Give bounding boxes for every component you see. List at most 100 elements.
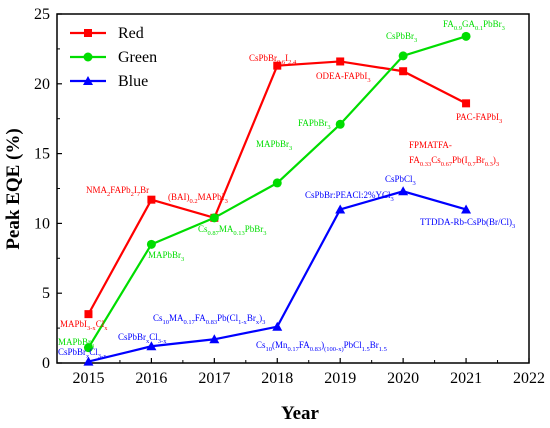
data-point-blue [335,204,346,214]
data-point-blue [83,356,94,366]
legend-label: Blue [118,73,148,90]
annotation-layer: MAPbI3-xClxNMA2FAPb2I7Br(BAI)0.2MAPbI3Cs… [58,19,515,360]
annotation-part: 0.2 [190,198,198,205]
annotation-part: MAPbBr [256,139,289,149]
annotation-label: TTDDA-Rb-CsPb(Br/Cl)3 [420,217,515,230]
annotation-label: MAPbBr3 [148,250,184,263]
annotation-label: CsPbBr3 [386,31,417,44]
annotation-part: 7 [137,191,141,198]
annotation-part: MA [169,313,184,323]
annotation-part: 3 [289,145,292,152]
data-point-red [147,195,156,204]
annotation-part: I [285,53,288,63]
annotation-part: 3 [496,161,499,168]
annotation-part: FA [409,155,420,165]
annotation-part: x [86,353,90,360]
annotation-part: 3 [367,77,370,84]
annotation-label: CsPbBr:PEACl:2%YCl3 [305,190,394,203]
annotation-part: 2 [131,191,134,198]
data-point-green [83,343,93,353]
annotation-part: PbBr [245,224,264,234]
data-point-green [335,119,345,129]
annotation-part: Br [370,340,379,350]
data-point-red [273,61,282,70]
annotation-part: Cl [96,319,105,329]
annotation-part: 0.67 [441,161,453,168]
annotation-label: Cs10(Mn0.17FA0.83)(100-x)PbCl1.5Br1.5 [256,340,387,353]
x-tick-label: 2022 [513,370,545,387]
x-tick-label: 2018 [261,370,293,387]
annotation-label: CsPbBr0.6I2.4 [249,53,297,66]
annotation-part: Cs [153,313,163,323]
annotation-part: 3 [327,124,330,131]
legend-label: Green [118,49,157,66]
annotation-part: MAPbBr [148,250,181,260]
annotation-part: 2.4 [288,59,297,66]
annotation-part: 3 [391,196,394,203]
annotation-part: ODEA-FAPbI [316,71,367,81]
annotation-part: PbBr [483,19,502,29]
annotation-part: 3 [512,223,515,230]
legend-marker [84,29,92,37]
annotation-part: 0.6 [277,59,286,66]
annotation-part: 0.33 [420,161,431,168]
legend-marker [83,76,93,85]
annotation-part: 3 [225,198,228,205]
x-tick-label: 2021 [450,370,482,387]
data-point-green [272,178,282,188]
annotation-part: ) [259,313,262,323]
annotation-part: 3 [499,118,502,125]
annotation-part: CsPbBr [386,31,414,41]
data-point-red [399,67,408,76]
annotation-part: FA [443,19,454,29]
series-green [83,31,471,353]
annotation-part: 1.5 [362,346,370,353]
series-blue [83,186,472,366]
annotation-part: Cs [198,224,208,234]
annotation-part: TTDDA-Rb-CsPb(Br/Cl) [420,217,512,227]
annotation-part: Br [140,185,149,195]
annotation-part: Cl [149,332,158,342]
data-point-blue [209,334,220,344]
annotation-part: Br [247,313,256,323]
annotation-part: 0.83 [310,346,321,353]
x-tick-label: 2017 [198,370,230,387]
annotation-part: MA [219,224,234,234]
data-point-green [146,239,156,249]
data-point-blue [398,186,409,196]
annotation-part: NMA [86,185,108,195]
annotation-part: Pb(I [452,155,468,165]
y-tick-label: 5 [42,285,50,302]
annotation-part: ) [321,340,324,350]
annotation-part: (100-x) [324,346,344,353]
legend-marker [83,52,93,62]
annotation-part: (Mn [272,340,288,350]
annotation-part: 3 [414,37,417,44]
annotation-label: FAPbBr3 [298,118,331,131]
axis-ticks: 2015 2016 2017 2018 2019 2020 2021 202205101520… [34,6,545,387]
annotation-label: FA0.9GA0.1PbBr3 [443,19,505,32]
annotation-part: CsPbBr [118,332,146,342]
data-point-red [336,57,345,66]
annotation-label: MAPbBr3 [256,139,292,152]
data-point-green [398,51,408,61]
annotation-part: PAC-FAPbI [456,112,499,122]
data-point-blue [272,321,283,331]
annotation-part: 3-x [87,325,96,332]
data-point-red [462,99,471,108]
annotation-part: 0.7 [468,161,477,168]
annotation-part: 3 [413,180,416,187]
x-axis-label: Year [281,403,320,424]
annotation-part: 3 [262,319,265,326]
annotation-part: GA [462,19,475,29]
annotation-part: ) [493,155,496,165]
annotation-label: CsPbCl3 [385,174,416,187]
y-tick-label: 20 [34,76,50,93]
x-tick-label: 2019 [324,370,356,387]
annotation-part: FA [195,313,206,323]
annotation-part: 0.9 [454,25,462,32]
annotation-part: 3 [263,230,266,237]
y-axis-label: Peak EQE (%) [3,128,24,249]
annotation-part: 3-x [98,353,107,360]
annotation-part: MAPbBr [58,337,91,347]
